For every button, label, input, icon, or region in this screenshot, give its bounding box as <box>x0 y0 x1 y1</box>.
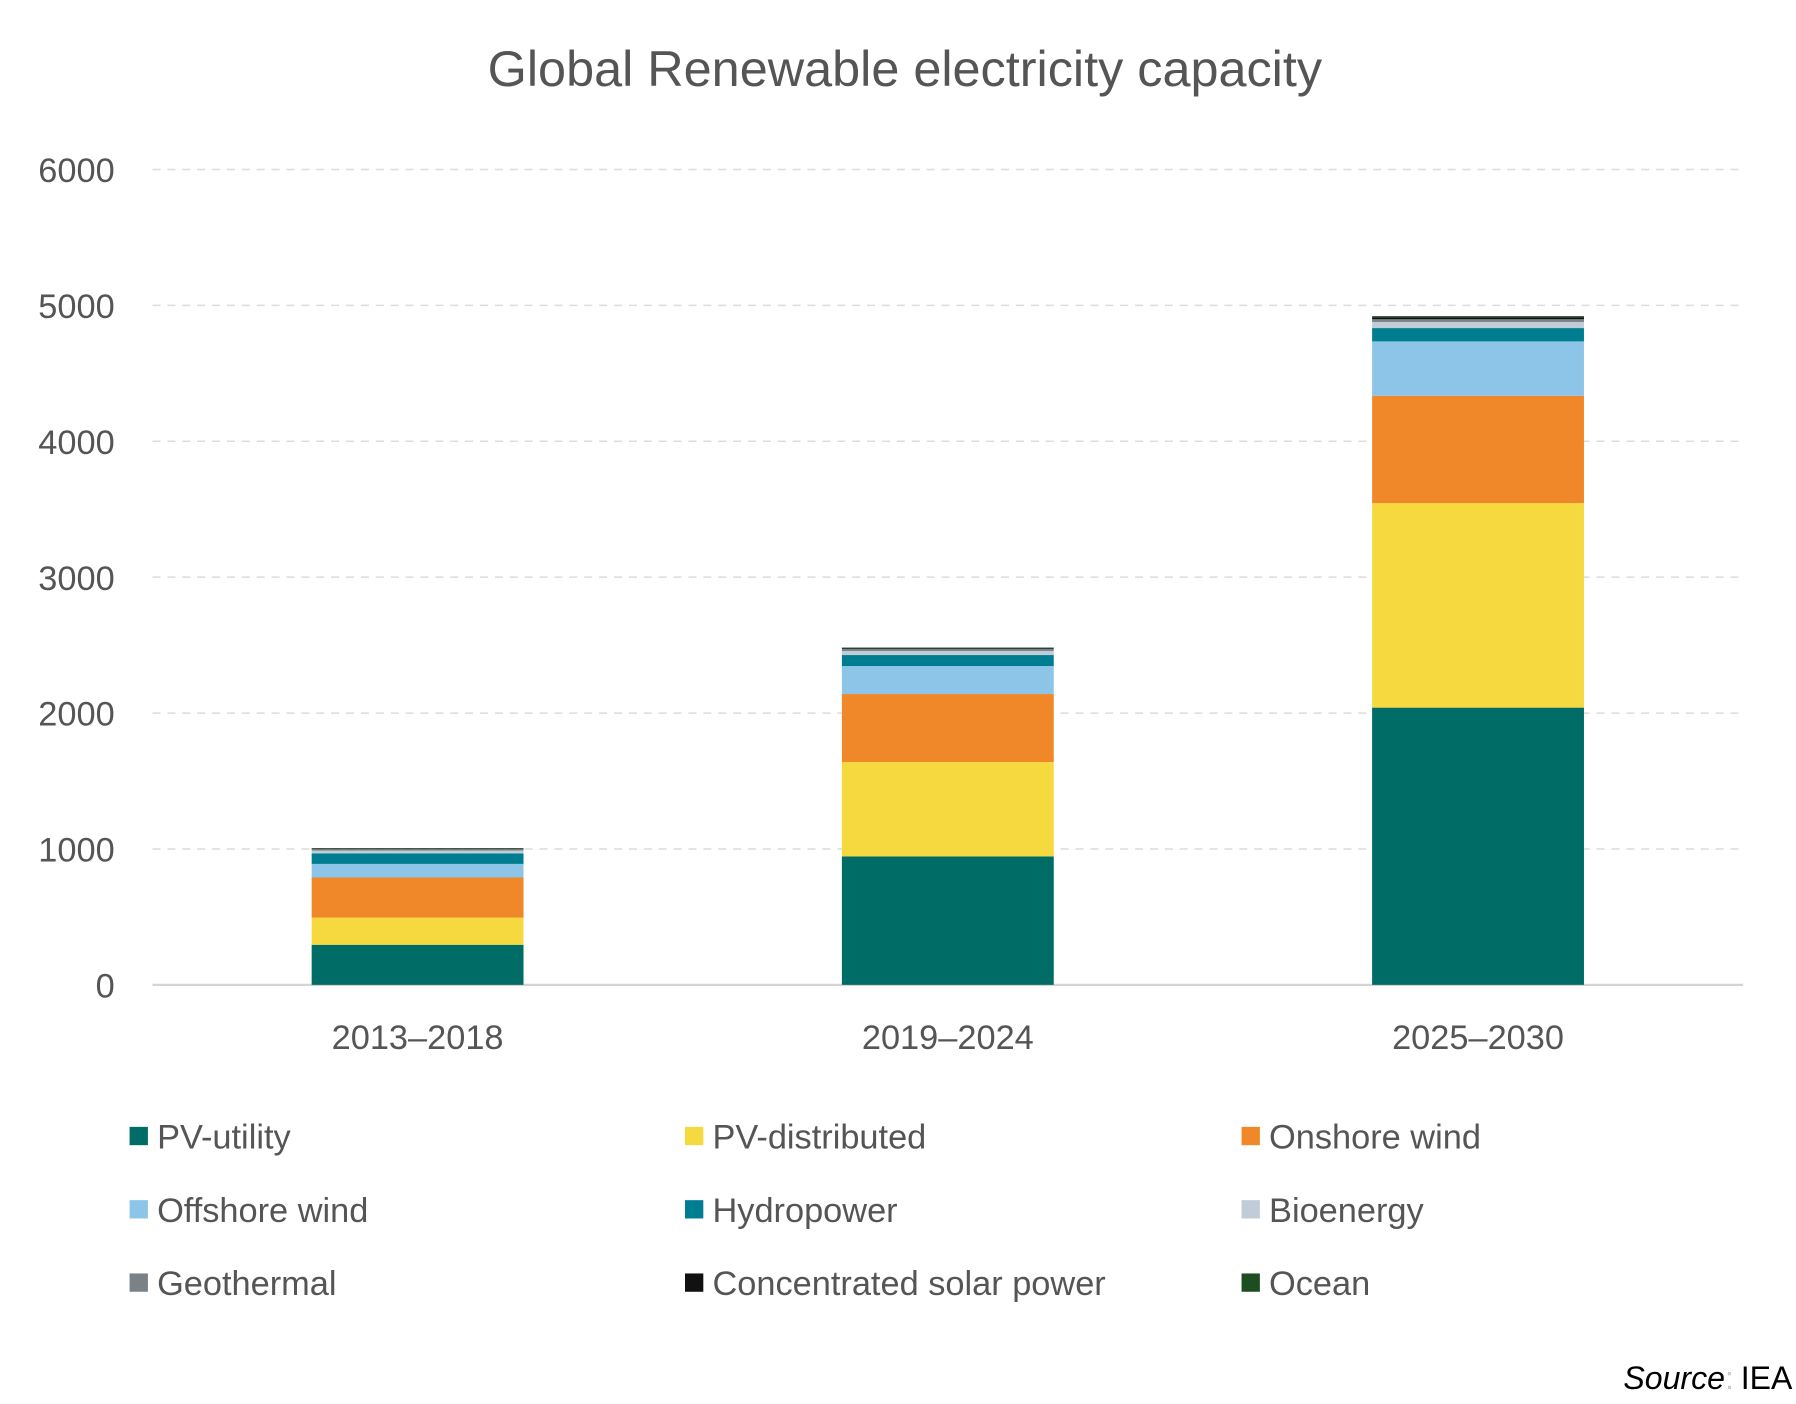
y-tick-label: 4000 <box>38 424 114 462</box>
bar-segment-offshore-wind <box>1372 341 1584 396</box>
source-separator: : <box>1725 1360 1734 1396</box>
bar-segment-offshore-wind <box>311 863 524 878</box>
legend-swatch <box>1241 1126 1260 1146</box>
legend-swatch <box>684 1126 704 1146</box>
legend-item: PV-distributed <box>684 1119 926 1157</box>
bars <box>311 316 1584 985</box>
y-tick-label: 2000 <box>38 696 114 734</box>
legend: PV-utility PV-distributed Onshore wind Offs… <box>129 1119 1481 1303</box>
x-tick-label: 2019–2024 <box>862 1019 1034 1057</box>
legend-label: Onshore wind <box>1269 1119 1481 1157</box>
legend-swatch <box>1241 1273 1260 1292</box>
bar-segment-hydropower <box>841 655 1054 667</box>
bar-segment-pv-utility <box>841 856 1054 985</box>
source-label: Source <box>1623 1360 1725 1396</box>
bar-segment-pv-distributed <box>311 917 524 945</box>
bar-segment-pv-utility <box>1372 707 1584 985</box>
legend-label: Ocean <box>1269 1265 1370 1303</box>
bar-segment-ocean <box>841 647 1054 649</box>
legend-label: Concentrated solar power <box>712 1265 1105 1303</box>
x-tick-label: 2013–2018 <box>332 1019 504 1057</box>
legend-item: Ocean <box>1241 1265 1370 1303</box>
chart-title: Global Renewable electricity capacity <box>488 40 1323 97</box>
y-tick-label: 1000 <box>38 832 114 870</box>
legend-swatch <box>129 1273 148 1292</box>
bar-segment-ocean <box>1372 316 1584 318</box>
bar-segment-concentrated-solar-power <box>1372 317 1584 320</box>
bar-segment-hydropower <box>1372 328 1584 342</box>
y-tick-label: 0 <box>96 967 115 1005</box>
bar-segment-ocean <box>311 848 524 849</box>
bar-segment-onshore-wind <box>1372 395 1584 504</box>
bar-segment-offshore-wind <box>841 666 1054 695</box>
source-value: IEA <box>1741 1360 1793 1396</box>
legend-label: PV-utility <box>157 1119 291 1157</box>
bar-segment-bioenergy <box>1372 321 1584 329</box>
x-tick-label: 2025–2030 <box>1392 1019 1564 1057</box>
legend-item: Offshore wind <box>129 1192 368 1230</box>
bar-segment-bioenergy <box>311 850 524 854</box>
bar-segment-pv-distributed <box>1372 503 1584 708</box>
legend-label: Geothermal <box>157 1265 336 1303</box>
bar-segment-pv-distributed <box>841 761 1054 857</box>
legend-label: Bioenergy <box>1269 1192 1424 1230</box>
bar-segment-concentrated-solar-power <box>841 648 1054 649</box>
bar-segment-geothermal <box>841 648 1054 651</box>
legend-item: Bioenergy <box>1241 1192 1425 1230</box>
bar-segment-bioenergy <box>841 650 1054 656</box>
legend-label: Offshore wind <box>157 1192 368 1230</box>
bar-segment-geothermal <box>1372 319 1584 322</box>
bar-segment-hydropower <box>311 853 524 864</box>
y-axis-ticks: 0 1000 2000 3000 4000 5000 6000 <box>38 152 114 1005</box>
legend-item: Hydropower <box>684 1192 898 1230</box>
legend-swatch <box>1241 1200 1260 1219</box>
legend-swatch <box>684 1273 704 1292</box>
bar-segment-geothermal <box>311 849 524 851</box>
legend-swatch <box>684 1200 704 1219</box>
legend-item: PV-utility <box>129 1119 291 1157</box>
legend-swatch <box>129 1200 148 1219</box>
legend-label: Hydropower <box>712 1192 897 1230</box>
bar-segment-pv-utility <box>311 944 524 985</box>
bar-segment-onshore-wind <box>311 877 524 918</box>
legend-item: Onshore wind <box>1241 1119 1481 1157</box>
x-axis-ticks: 2013–2018 2019–2024 2025–2030 <box>332 1019 1564 1057</box>
bar-segment-onshore-wind <box>841 694 1054 762</box>
y-tick-label: 5000 <box>38 288 114 326</box>
y-tick-label: 6000 <box>38 152 114 190</box>
legend-label: PV-distributed <box>712 1119 926 1157</box>
legend-swatch <box>129 1126 148 1146</box>
legend-item: Geothermal <box>129 1265 337 1303</box>
y-tick-label: 3000 <box>38 560 114 598</box>
source-note: Source: IEA <box>1623 1360 1793 1396</box>
bar-segment-concentrated-solar-power <box>311 848 524 850</box>
legend-item: Concentrated solar power <box>684 1265 1106 1303</box>
